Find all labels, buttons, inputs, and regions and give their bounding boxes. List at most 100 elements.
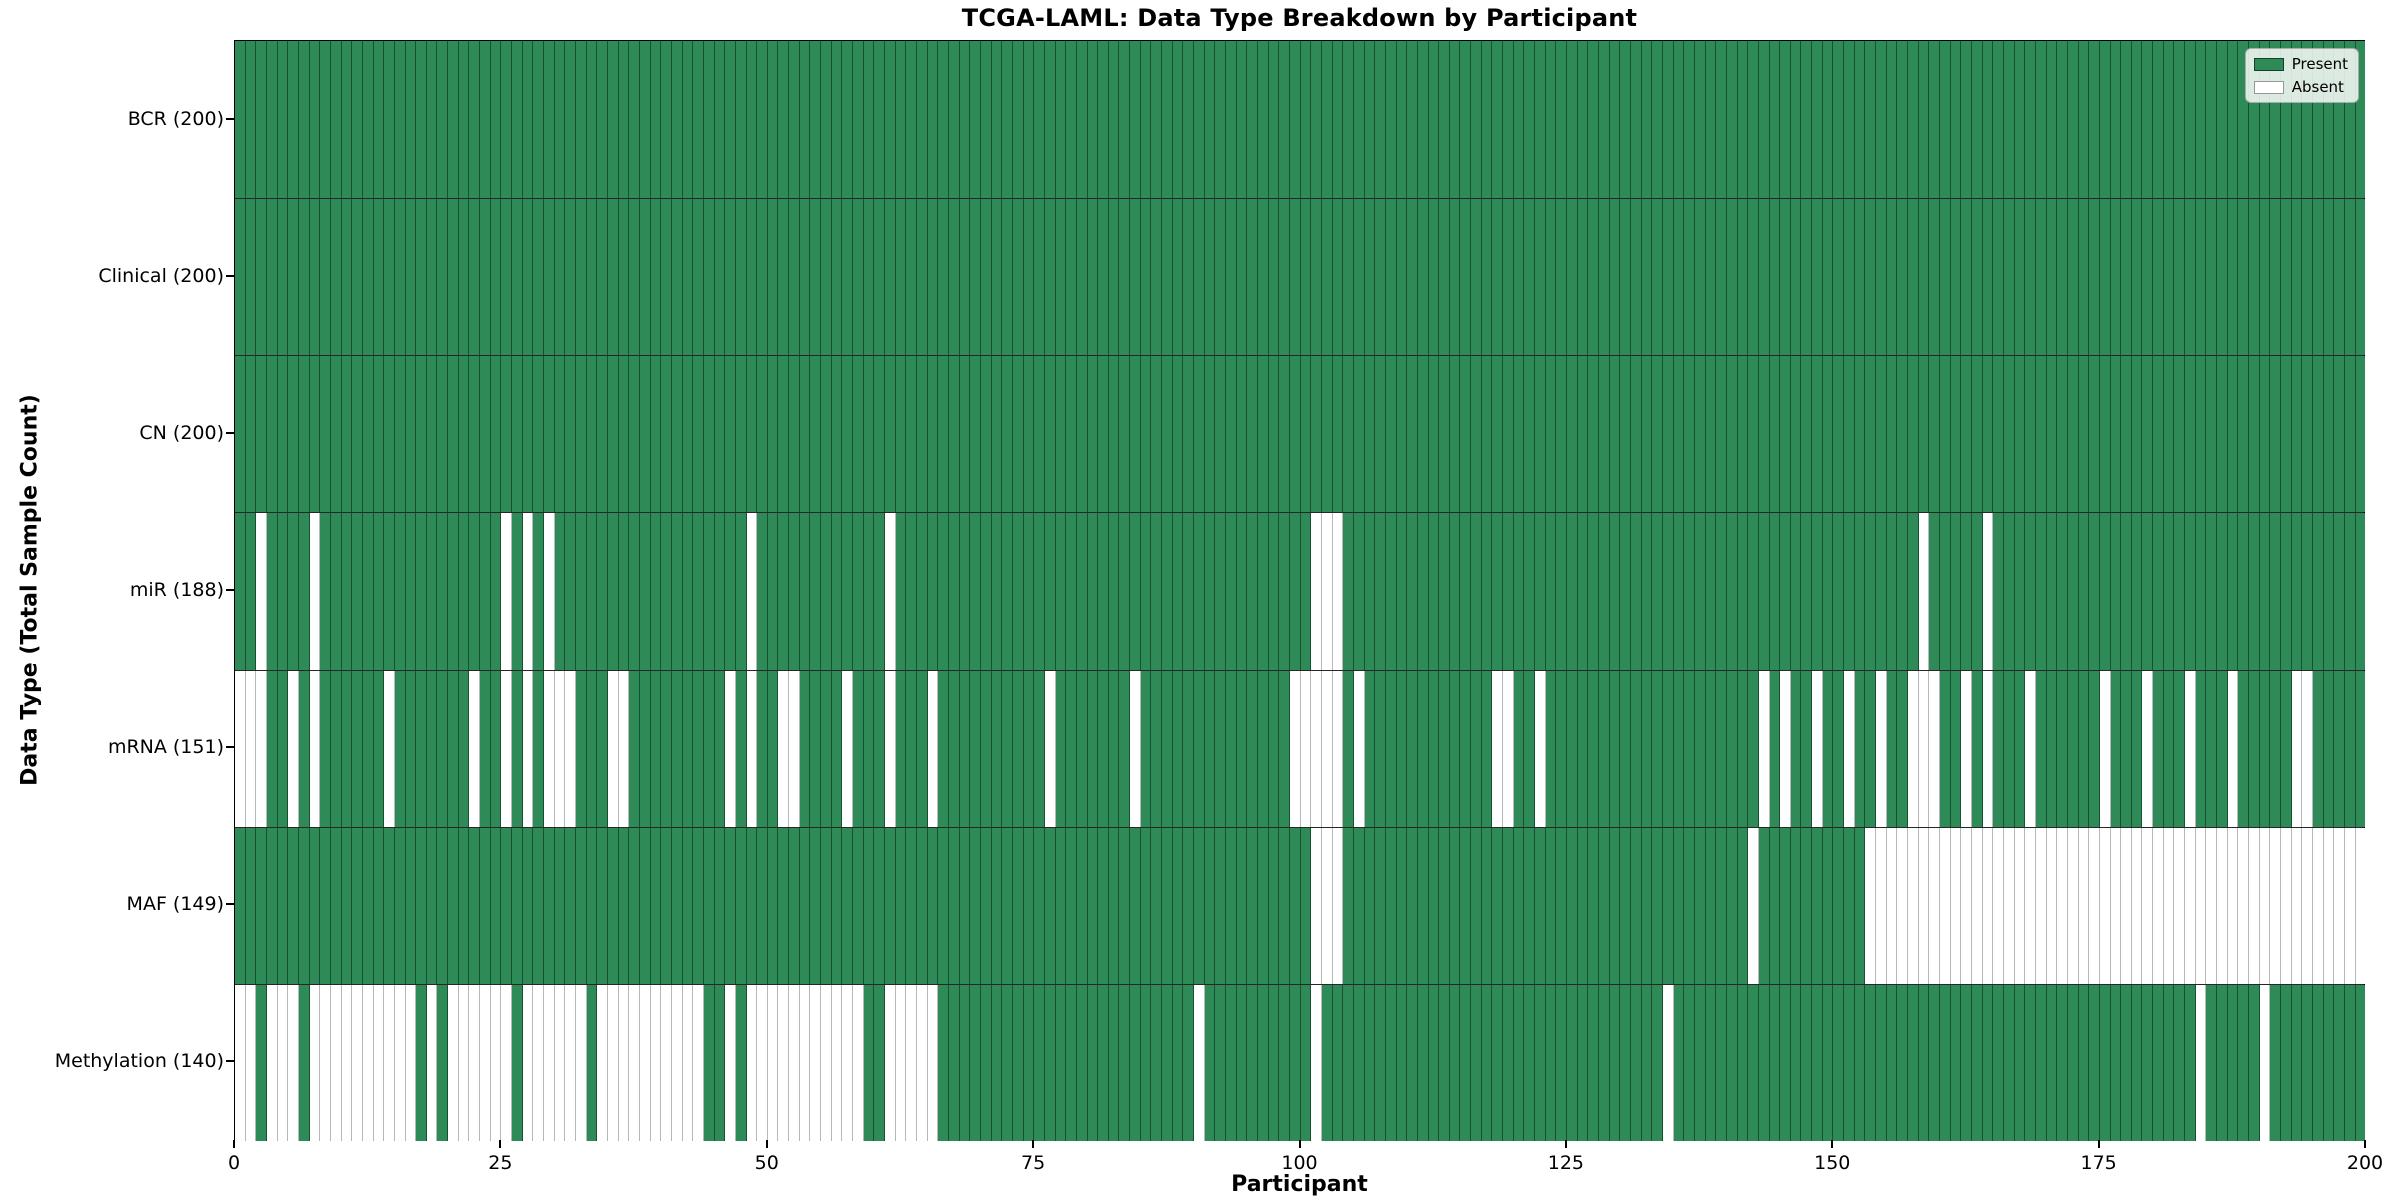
matrix-cell [2163, 827, 2175, 984]
matrix-cell [618, 513, 630, 670]
matrix-cell [1513, 984, 1525, 1141]
matrix-cell [1545, 199, 1557, 356]
x-tick-mark [2364, 1140, 2366, 1148]
matrix-cell [799, 356, 811, 513]
matrix-cell [703, 356, 715, 513]
matrix-cell [1982, 513, 1994, 670]
matrix-cell [1535, 199, 1546, 356]
matrix-cell [533, 984, 545, 1141]
matrix-cell [682, 513, 694, 670]
matrix-cell [629, 356, 640, 513]
matrix-row-Clinical [235, 198, 2366, 356]
matrix-cell [1748, 41, 1759, 199]
matrix-cell [1194, 827, 1205, 984]
matrix-cell [1247, 513, 1258, 670]
matrix-cell [1151, 41, 1163, 199]
plot-area: Present Absent [234, 40, 2366, 1141]
matrix-cell [1822, 199, 1834, 356]
matrix-cell [277, 41, 289, 199]
matrix-cell [2312, 199, 2324, 356]
matrix-cell [2323, 827, 2335, 984]
matrix-cell [1183, 984, 1195, 1141]
matrix-cell [938, 41, 949, 199]
matrix-cell [245, 670, 257, 827]
matrix-cell [1673, 984, 1685, 1141]
matrix-cell [2046, 827, 2058, 984]
matrix-cell [597, 984, 608, 1141]
matrix-cell [2249, 199, 2260, 356]
matrix-cell [607, 827, 619, 984]
matrix-cell [2121, 984, 2132, 1141]
matrix-cell [256, 199, 267, 356]
matrix-cell [1567, 984, 1578, 1141]
matrix-cell [1396, 984, 1408, 1141]
matrix-cell [2142, 827, 2154, 984]
matrix-cell [490, 356, 502, 513]
matrix-cell [1535, 827, 1546, 984]
matrix-cell [1396, 41, 1408, 199]
matrix-cell [970, 41, 981, 199]
matrix-cell [458, 199, 470, 356]
matrix-cell [2217, 41, 2228, 199]
matrix-cell [693, 827, 704, 984]
matrix-cell [426, 513, 438, 670]
matrix-cell [2302, 513, 2313, 670]
matrix-cell [1801, 199, 1813, 356]
y-tick-mark [226, 117, 234, 120]
matrix-cell [235, 356, 246, 513]
matrix-cell [671, 356, 683, 513]
matrix-cell [522, 356, 534, 513]
matrix-cell [1226, 984, 1237, 1141]
matrix-cell [1641, 199, 1653, 356]
matrix-cell [1940, 199, 1951, 356]
matrix-cell [2003, 356, 2015, 513]
matrix-cell [1780, 41, 1791, 199]
matrix-cell [1705, 670, 1717, 827]
matrix-cell [948, 670, 960, 827]
matrix-cell [693, 670, 704, 827]
matrix-cell [341, 199, 353, 356]
matrix-cell [522, 670, 534, 827]
matrix-cell [1364, 356, 1376, 513]
matrix-cell [1002, 356, 1013, 513]
matrix-cell [1002, 41, 1013, 199]
matrix-cell [938, 984, 949, 1141]
x-tick-label-200: 200 [2346, 1152, 2384, 1174]
matrix-cell [607, 199, 619, 356]
matrix-cell [1034, 199, 1045, 356]
matrix-cell [703, 984, 715, 1141]
matrix-cell [2302, 199, 2313, 356]
matrix-cell [501, 356, 513, 513]
matrix-cell [1748, 513, 1759, 670]
matrix-cell [980, 827, 992, 984]
matrix-cell [1801, 827, 1813, 984]
matrix-cell [2217, 670, 2228, 827]
matrix-cell [1236, 670, 1248, 827]
matrix-cell [266, 670, 278, 827]
matrix-cell [1865, 356, 1877, 513]
matrix-cell [1183, 356, 1195, 513]
matrix-cell [1407, 670, 1418, 827]
matrix-cell [2067, 827, 2079, 984]
matrix-cell [2259, 670, 2271, 827]
matrix-cell [2014, 41, 2026, 199]
matrix-cell [266, 984, 278, 1141]
matrix-cell [416, 827, 427, 984]
matrix-cell [235, 670, 246, 827]
matrix-cell [618, 356, 630, 513]
matrix-cell [1620, 41, 1631, 199]
matrix-cell [2238, 41, 2250, 199]
matrix-cell [693, 984, 704, 1141]
matrix-cell [948, 827, 960, 984]
matrix-cell [821, 670, 832, 827]
matrix-cell [1641, 827, 1653, 984]
matrix-cell [1417, 984, 1429, 1141]
matrix-cell [1300, 356, 1312, 513]
matrix-cell [1364, 199, 1376, 356]
matrix-cell [2249, 827, 2260, 984]
matrix-cell [2227, 670, 2239, 827]
matrix-cell [469, 827, 481, 984]
matrix-cell [2302, 670, 2313, 827]
matrix-cell [853, 513, 864, 670]
matrix-cell [789, 827, 800, 984]
